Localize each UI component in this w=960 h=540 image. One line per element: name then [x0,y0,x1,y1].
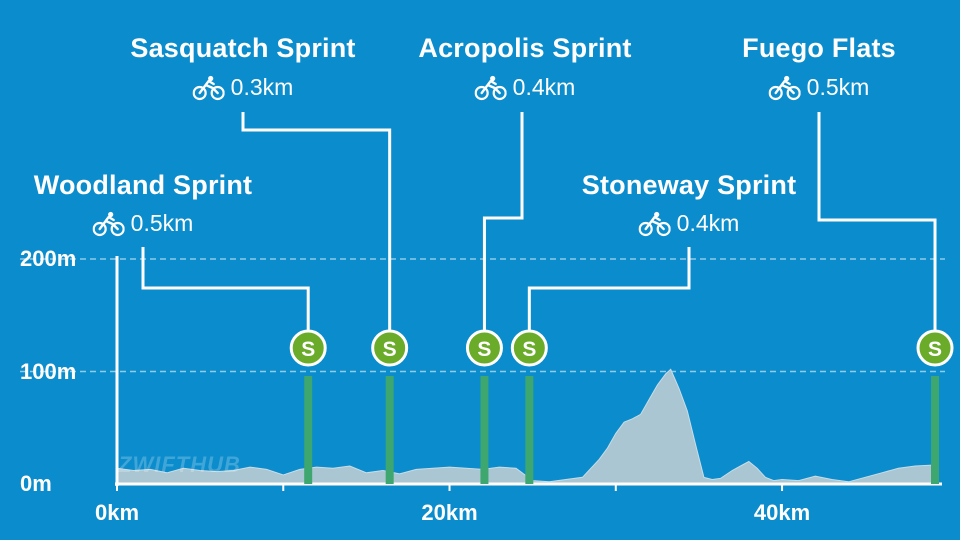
sprint-leader-line [241,112,392,330]
sprint-distance: 0.4km [638,210,740,237]
sprint-distance-value: 0.4km [676,210,740,236]
sprint-marker-label: S [477,338,491,361]
y-tick-label: 0m [20,471,52,496]
sprint-distance: 0.4km [474,74,576,101]
sprint-marker [371,329,409,367]
bike-icon [92,211,125,237]
sprint-name: Sasquatch Sprint [130,33,356,63]
sprint-segment-bar [304,376,313,484]
sprint-name: Stoneway Sprint [581,170,797,200]
y-tick-label: 100m [20,358,77,384]
elevation-profile [116,368,938,485]
sprint-distance: 0.5km [768,74,870,101]
sprint-name: Acropolis Sprint [418,33,632,63]
x-tick-label: 20km [421,500,478,525]
sprint-marker-label: S [522,338,536,361]
sprint-marker [916,329,954,367]
sprint-distance: 0.3km [192,74,294,101]
sprint-marker [510,329,548,367]
watermark: ZWIFTHUB [118,452,241,477]
sprint-leader-line [527,247,691,330]
sprint-leader-line [141,247,310,330]
bike-icon [768,75,801,101]
sprint-segment-bar [931,376,940,484]
x-tick-label: 40km [753,500,811,525]
sprint-name: Woodland Sprint [33,170,253,200]
sprint-segment-bar [480,376,489,484]
sprint-segment-bar [525,376,534,484]
bike-icon [638,211,671,237]
x-tick-label: 0km [94,500,140,525]
sprint-distance-value: 0.5km [806,74,870,100]
sprint-segment-bar [385,376,394,484]
sprint-distance-value: 0.4km [512,74,576,100]
sprint-marker-label: S [301,338,315,361]
bike-icon [474,75,507,101]
sprint-marker [289,329,327,367]
sprint-distance-value: 0.3km [230,74,294,100]
sprint-marker-label: S [928,338,942,361]
sprint-distance: 0.5km [92,210,194,237]
sprint-name: Fuego Flats [742,33,896,63]
sprint-leader-line [817,112,937,330]
bike-icon [192,75,225,101]
sprint-distance-value: 0.5km [130,210,194,236]
sprint-marker [465,329,503,367]
sprint-marker-label: S [383,338,397,361]
sprint-leader-line [482,112,524,330]
y-tick-label: 200m [20,246,77,271]
